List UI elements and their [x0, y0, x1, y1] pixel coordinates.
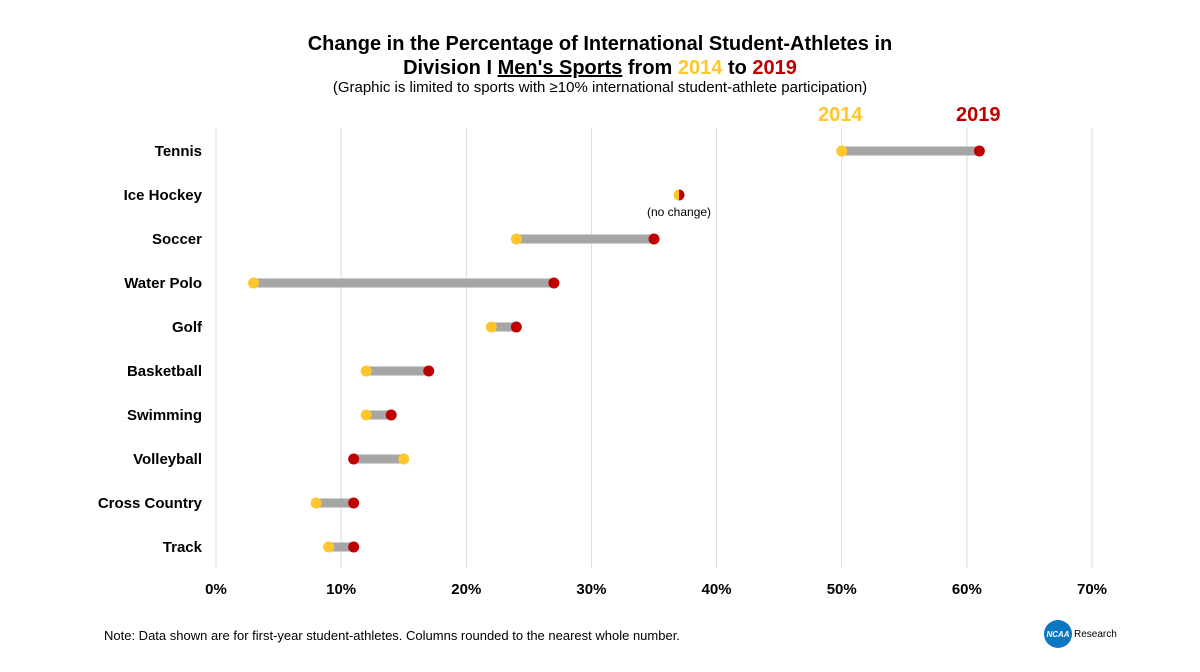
dot-2014	[360, 409, 372, 421]
title-line-2: Division I Men's Sports from 2014 to 201…	[0, 56, 1200, 80]
title-underlined: Men's Sports	[497, 57, 623, 79]
dot-2014	[248, 277, 260, 289]
dot-2019	[348, 541, 360, 553]
dumbbell-chart: 0% 10% 20% 30% 40% 50% 60% 70% Tennis Ice Hockey S…	[98, 128, 1107, 598]
title-from: from	[622, 57, 678, 79]
title-year-2019: 2019	[752, 57, 797, 79]
dot-2014	[510, 233, 522, 245]
dot-2014	[485, 321, 497, 333]
category-label: Basketball	[127, 363, 202, 380]
chart-subtitle: (Graphic is limited to sports with ≥10% …	[332, 79, 868, 96]
dot-2019	[648, 233, 660, 245]
x-tick-label: 50%	[827, 581, 857, 598]
dot-2014	[323, 541, 335, 553]
footnote: Note: Data shown are for first-year stud…	[104, 628, 680, 643]
legend-2019: 2019	[956, 104, 1001, 126]
category-label: Track	[163, 539, 203, 556]
dot-2019	[679, 189, 685, 201]
dot-2019	[423, 365, 435, 377]
x-tick-label: 30%	[576, 581, 606, 598]
dot-2014	[836, 145, 848, 157]
dot-2019	[548, 277, 560, 289]
category-label: Swimming	[127, 407, 202, 424]
dot-2014	[310, 497, 322, 509]
title-year-2014: 2014	[677, 57, 723, 79]
ncaa-research-logo: NCAA Research	[1044, 620, 1117, 648]
chart-title: Change in the Percentage of Internationa…	[0, 32, 1200, 80]
legend-2014: 2014	[818, 104, 863, 126]
category-label: Cross Country	[98, 495, 203, 512]
x-tick-label: 0%	[205, 581, 227, 598]
x-tick-label: 20%	[451, 581, 481, 598]
dot-2014	[360, 365, 372, 377]
dot-2019	[510, 321, 522, 333]
dot-2019	[348, 497, 360, 509]
title-line-1: Change in the Percentage of Internationa…	[307, 33, 893, 55]
category-label: Volleyball	[133, 451, 202, 468]
dot-2019	[385, 409, 397, 421]
dot-2014	[673, 189, 680, 201]
x-tick-label: 60%	[952, 581, 982, 598]
category-label: Tennis	[155, 143, 202, 160]
x-tick-label: 70%	[1077, 581, 1107, 598]
title-prefix: Division I	[403, 57, 498, 79]
dot-2014	[398, 453, 410, 465]
dot-2019	[973, 145, 985, 157]
annotation-no-change: (no change)	[647, 205, 711, 219]
dot-2019	[348, 453, 360, 465]
category-label: Golf	[172, 319, 203, 336]
ncaa-logo-icon: NCAA	[1044, 620, 1072, 648]
x-tick-label: 10%	[326, 581, 356, 598]
title-to: to	[722, 57, 753, 79]
logo-text: Research	[1074, 628, 1117, 640]
category-label: Ice Hockey	[124, 187, 203, 204]
category-label: Water Polo	[124, 275, 202, 292]
x-tick-label: 40%	[702, 581, 732, 598]
category-label: Soccer	[152, 231, 202, 248]
